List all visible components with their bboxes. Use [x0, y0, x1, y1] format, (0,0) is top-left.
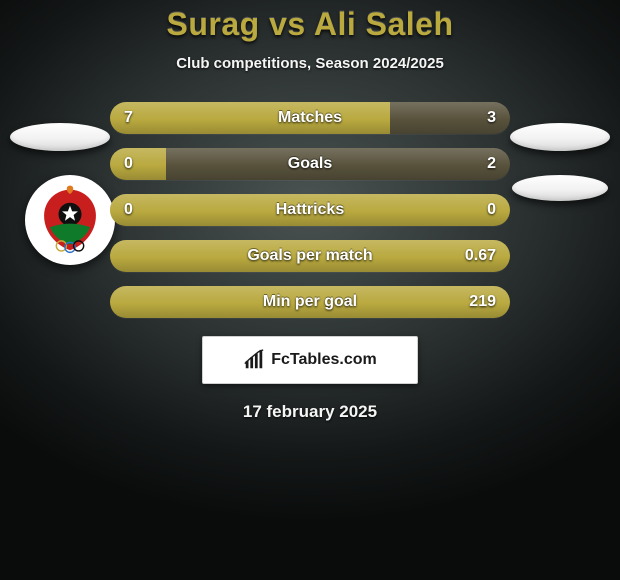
bar-track: 00Hattricks — [110, 194, 510, 226]
stat-row: 219Min per goal — [20, 286, 600, 318]
stat-row: 0.67Goals per match — [20, 240, 600, 272]
brand-text: FcTables.com — [271, 351, 377, 369]
date-label: 17 february 2025 — [0, 402, 620, 422]
stat-row: 73Matches — [20, 102, 600, 134]
bar-left — [110, 194, 510, 226]
comparison-chart: 73Matches 02Goals 00Hattricks 0.67Goals per… — [0, 102, 620, 318]
bar-left — [110, 102, 390, 134]
bar-track: 73Matches — [110, 102, 510, 134]
subtitle: Club competitions, Season 2024/2025 — [0, 55, 620, 72]
bar-left — [110, 286, 510, 318]
bar-chart-icon — [243, 349, 265, 371]
brand-badge: FcTables.com — [202, 336, 418, 384]
bar-track: 219Min per goal — [110, 286, 510, 318]
bar-track: 02Goals — [110, 148, 510, 180]
bar-left — [110, 148, 166, 180]
bar-track: 0.67Goals per match — [110, 240, 510, 272]
bar-left — [110, 240, 510, 272]
stat-row: 00Hattricks — [20, 194, 600, 226]
page-title: Surag vs Ali Saleh — [0, 6, 620, 43]
stat-row: 02Goals — [20, 148, 600, 180]
bar-right — [390, 102, 510, 134]
bar-right — [166, 148, 510, 180]
